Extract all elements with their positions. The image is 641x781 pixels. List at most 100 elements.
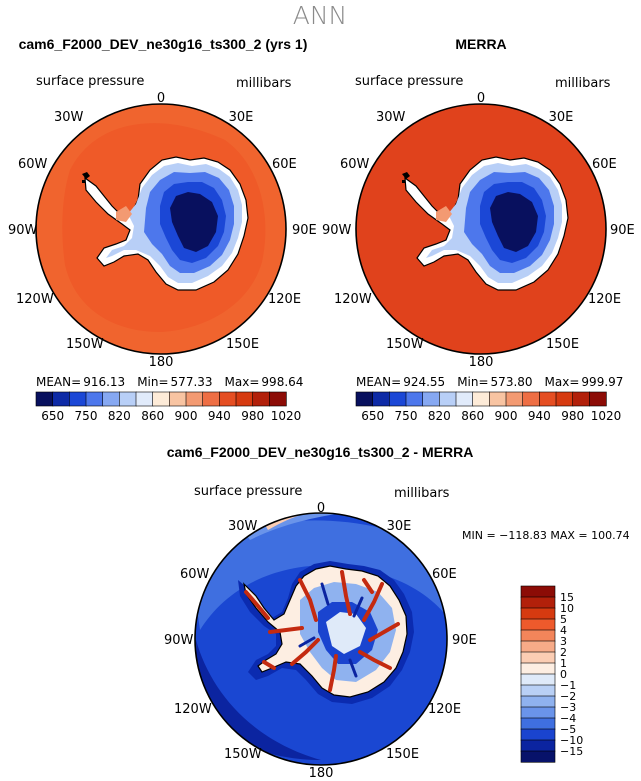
colorbar-swatch [202,391,221,407]
panel-model-lon-label-90e: 90E [292,223,317,238]
colorbar-swatch [520,717,556,730]
panel-merra-lon-label-60w: 60W [340,157,370,172]
panel-diff-variable: surface pressure [194,484,302,499]
panel-diff-warm-streaks [244,570,400,692]
panel-diff-lon-label-150e: 150E [386,747,419,762]
colorbar-swatch [85,391,104,407]
colorbar-tick-label: −4 [560,712,576,725]
panel-diff-streak-9 [268,626,304,634]
panel-merra-lon-label-150w: 150W [386,337,424,352]
colorbar-tick-label: 820 [108,409,131,423]
panel-merra-mean-label: MEAN= [356,375,401,389]
panel-merra-min-value: 573.80 [491,375,533,389]
colorbar-tick-label: 15 [560,591,574,604]
colorbar-tick-label: 2 [560,646,567,659]
panel-merra-lon-label-150e: 150E [546,337,579,352]
panel-merra-lon-label-30w: 30W [376,110,406,125]
panel-model-peninsula-warm [116,206,132,222]
panel-merra-lon-label-90w: 90W [322,223,352,238]
colorbar-tick-label: 860 [461,409,484,423]
colorbar-swatch [520,618,556,631]
colorbar-swatch [219,391,237,407]
colorbar-swatch [389,391,407,407]
colorbar-swatch [520,695,556,708]
panel-diff-border [194,512,448,766]
colorbar-swatch [119,391,137,407]
page-title: ANN [293,1,348,30]
colorbar-swatch [505,391,524,407]
colorbar-tick-label: 3 [560,635,567,648]
panel-model-lon-label-30w: 30W [54,110,84,125]
panel-diff-lon-label-60w: 60W [180,567,210,582]
panel-model-title: cam6_F2000_DEV_ne30g16_ts300_2 (yrs 1) [19,36,308,52]
panel-diff-cool-streak-1 [320,582,330,606]
panel-diff-streak-6 [358,650,392,670]
panel-model-map [36,104,286,354]
panel-diff-title: cam6_F2000_DEV_ne30g16_ts300_2 - MERRA [167,444,474,460]
colorbar-tick-label: 940 [208,409,231,423]
colorbar-swatch [185,391,204,407]
colorbar-tick-label: 650 [361,409,384,423]
panel-merra-lon-label-60e: 60E [592,157,617,172]
colorbar-swatch [555,391,574,407]
panel-diff-streak-5 [368,622,400,642]
panel-merra-lon-label-0: 0 [477,91,485,106]
colorbar-swatch [439,391,457,407]
panel-model-lon-label-0: 0 [157,91,165,106]
panel-model-islands [82,172,90,183]
panel-merra-lon-label-120w: 120W [334,292,372,307]
panel-diff-lon-label-90w: 90W [164,633,194,648]
colorbar-tick-label: −5 [560,723,576,736]
colorbar-swatch [135,391,154,407]
panel-diff-lon-label-60e: 60E [432,567,457,582]
panel-model-lon-label-120w: 120W [16,292,54,307]
panel-model-lon-label-60w: 60W [18,157,48,172]
colorbar-tick-label: 980 [241,409,264,423]
colorbar-swatch [355,391,374,407]
colorbar-swatch [520,673,556,686]
panel-model-border [35,103,287,355]
colorbar-swatch [152,391,171,407]
panel-merra-border [355,103,607,355]
panel-diff-streak-10 [262,660,276,670]
panel-diff-lon-label-90e: 90E [452,633,477,648]
panel-model-land-peak [170,192,218,252]
colorbar-tick-label: 1020 [591,409,622,423]
colorbar-tick-label: −2 [560,690,576,703]
colorbar-swatch [520,607,556,620]
colorbar-swatch [489,391,507,407]
colorbar-swatch [269,391,287,407]
colorbar-swatch [69,391,87,407]
panel-diff-streak-4 [362,582,384,622]
panel-merra-islands [402,172,410,183]
colorbar-tick-label: −15 [560,745,583,758]
panel-merra-units: millibars [555,76,611,91]
panel-model-max-value: 998.64 [261,375,303,389]
colorbar-tick-label: 860 [141,409,164,423]
colorbar-swatch [102,391,121,407]
colorbar-tick-label: 750 [75,409,98,423]
colorbar-tick-label: −3 [560,701,576,714]
panel-merra-map [356,104,606,354]
panel-merra-min-label: Min= [457,375,488,389]
colorbar-swatch [520,651,556,664]
colorbar-swatch [520,596,556,609]
panel-model: cam6_F2000_DEV_ne30g16_ts300_2 (yrs 1) s… [8,36,317,423]
panel-merra-lon-label-180: 180 [469,355,494,370]
panel-diff-cool-streak-4 [348,658,358,678]
colorbar-swatch [422,391,441,407]
colorbar-tick-label: 980 [561,409,584,423]
panel-model-lon-label-120e: 120E [268,292,301,307]
colorbar-swatch [52,391,71,407]
panel-diff-streak-11 [362,578,374,594]
panel-diff: cam6_F2000_DEV_ne30g16_ts300_2 - MERRA s… [164,444,630,781]
panel-model-max-label: Max= [225,375,260,389]
panel-model-lon-label-180: 180 [149,355,174,370]
colorbar-swatch [520,684,556,697]
panel-merra: MERRA surface pressure millibars 0 30E 6… [322,36,635,423]
colorbar-tick-label: 940 [528,409,551,423]
panel-diff-lon-label-120w: 120W [174,702,212,717]
colorbar-tick-label: 900 [495,409,518,423]
panel-diff-cool-streaks [298,582,364,678]
